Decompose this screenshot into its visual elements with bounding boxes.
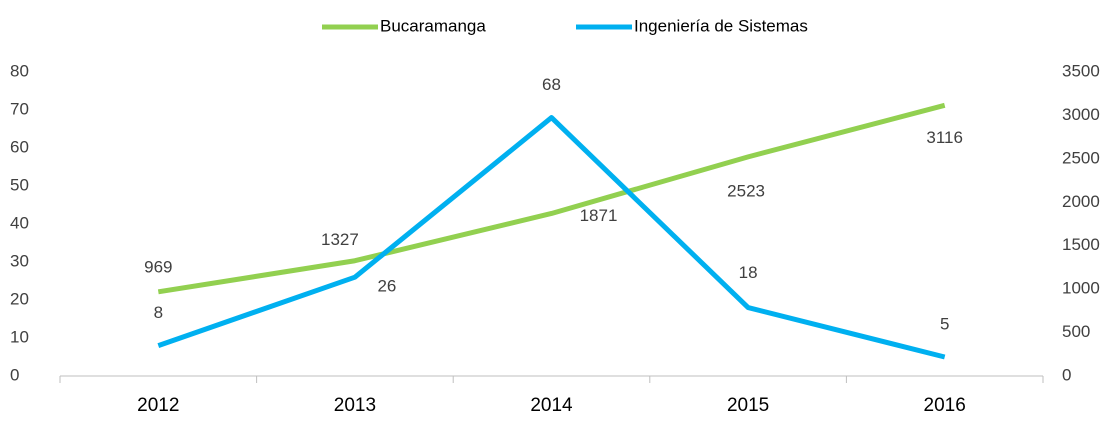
- y2-tick-label: 2000: [1062, 192, 1100, 211]
- data-label: 8: [154, 303, 163, 322]
- x-tick-label: 2013: [334, 395, 376, 416]
- data-label: 1871: [580, 206, 618, 225]
- y-tick-label: 50: [10, 175, 29, 194]
- y-tick-label: 40: [10, 213, 29, 232]
- x-tick-label: 2014: [530, 395, 573, 416]
- y-tick-label: 20: [10, 289, 29, 308]
- legend-label: Bucaramanga: [380, 16, 486, 35]
- y2-tick-label: 2500: [1062, 148, 1100, 167]
- x-tick-label: 2016: [924, 395, 966, 416]
- data-label: 5: [940, 314, 949, 333]
- data-label: 1327: [321, 230, 359, 249]
- x-tick-label: 2015: [727, 395, 769, 416]
- data-label: 3116: [926, 128, 963, 147]
- y2-tick-label: 1500: [1062, 235, 1100, 254]
- series-line: [157, 115, 946, 360]
- series-line: [157, 102, 946, 295]
- y2-tick-label: 0: [1062, 365, 1071, 384]
- legend-label: Ingeniería de Sistemas: [634, 16, 808, 35]
- data-label: 969: [144, 257, 172, 276]
- data-label: 2523: [727, 181, 765, 200]
- y2-tick-label: 3500: [1062, 61, 1100, 80]
- y2-tick-label: 3000: [1062, 105, 1100, 124]
- y-tick-label: 80: [10, 61, 29, 80]
- y2-tick-label: 1000: [1062, 279, 1100, 298]
- y-tick-label: 60: [10, 137, 29, 156]
- y2-tick-label: 500: [1062, 322, 1090, 341]
- y-tick-label: 30: [10, 251, 29, 270]
- y-tick-label: 0: [10, 365, 19, 384]
- data-label: 18: [739, 263, 758, 282]
- data-label: 26: [377, 277, 396, 296]
- data-label: 68: [542, 75, 561, 94]
- y-tick-label: 10: [10, 327, 29, 346]
- y-tick-label: 70: [10, 99, 29, 118]
- x-tick-label: 2012: [137, 395, 179, 416]
